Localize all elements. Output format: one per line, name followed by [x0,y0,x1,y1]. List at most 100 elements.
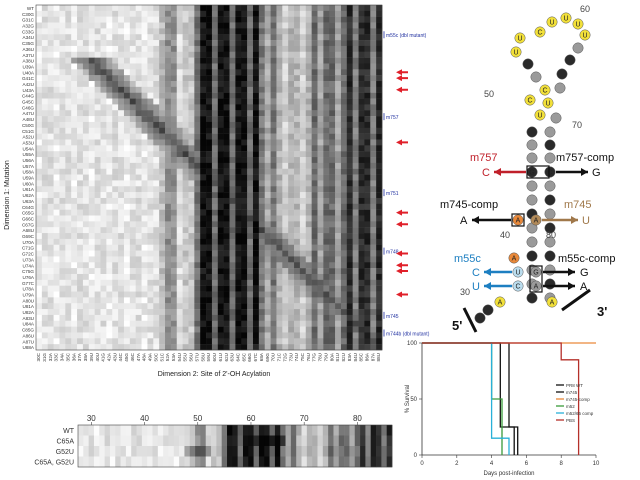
heatmap-cell [252,332,260,339]
heatmap-cell [182,5,189,12]
heatmap-cell [294,291,301,298]
stem-nucleotide [544,236,556,248]
heatmap-cell [258,192,266,199]
heatmap-cell [153,162,160,169]
heatmap-cell [370,309,377,316]
heatmap-cell [118,326,125,333]
heatmap-column-label: 31G [42,353,47,362]
heatmap-cell [282,273,289,281]
heatmap-cell [282,320,289,327]
heatmap-cell [82,320,90,327]
heatmap-cell [153,168,160,175]
heatmap-cell [59,338,66,345]
heatmap-cell [123,262,131,269]
heatmap-cell [223,162,230,169]
heatmap-cell [100,34,107,41]
survival-series-line [422,342,503,455]
heatmap-cell [147,303,154,310]
heatmap-cell [317,233,324,240]
heatmap-cell [47,186,54,193]
heatmap-cell [71,227,78,234]
heatmap-cell [82,51,90,58]
heatmap-cell [288,262,295,269]
heatmap-cell [241,133,248,140]
heatmap-cell [346,233,353,240]
heatmap-cell [358,314,365,321]
heatmap-cell [123,34,131,41]
heatmap-cell [106,326,113,333]
heatmap-cell [264,279,271,286]
heatmap-cell [206,168,213,175]
heatmap-cell [141,227,148,234]
heatmap-cell [247,145,254,152]
strip-cell [136,425,143,436]
heatmap-cell [82,309,90,316]
heatmap-cell [364,168,371,175]
heatmap-cell [147,203,154,210]
heatmap-cell [65,5,72,12]
heatmap-cell [71,174,78,181]
heatmap-cell [118,86,125,93]
heatmap-cell [247,303,254,310]
heatmap-cell [194,81,201,88]
heatmap-cell [100,69,107,76]
heatmap-cell [200,309,207,316]
heatmap-cell [211,291,219,298]
heatmap-cell [176,168,183,175]
heatmap-cell [59,5,66,12]
heatmap-cell [59,285,66,292]
strip-cell [253,456,260,468]
heatmap-cell [247,92,254,99]
heatmap-cell [346,291,353,298]
survival-legend-label: m745-comp [566,397,590,402]
heatmap-cell [294,221,301,228]
heatmap-cell [264,34,271,41]
heatmap-cell [129,22,136,29]
heatmap-cell [241,192,248,199]
heatmap-cell [311,297,318,304]
heatmap-cell [159,238,166,245]
heatmap-cell [247,297,254,304]
heatmap-cell [129,209,136,216]
heatmap-cell [241,98,248,105]
heatmap-cell [170,157,178,164]
heatmap-cell [282,69,289,76]
heatmap-cell [112,203,119,210]
strip-cell [253,446,260,457]
heatmap-cell [241,314,248,321]
heatmap-cell [59,86,66,93]
loop-nucleotide [514,32,526,44]
strip-cell [216,456,222,468]
heatmap-cell [106,209,113,216]
heatmap-row-label: U78A [23,287,35,292]
heatmap-cell [41,227,49,234]
heatmap-cell [65,10,72,17]
heatmap-cell [346,162,353,169]
heatmap-cell [217,291,224,298]
heatmap-cell [36,5,43,12]
heatmap-cell [112,127,119,134]
heatmap-cell [288,309,295,316]
heatmap-cell [206,303,213,310]
heatmap-cell [299,51,307,58]
heatmap-column-label: 58U [200,353,205,361]
heatmap-cell [364,121,371,128]
heatmap-cell [370,86,377,93]
nucleotide-letter: G [529,169,534,176]
heatmap-row-label: U57A [23,164,35,169]
heatmap-cell [153,75,160,82]
heatmap-cell [100,186,107,193]
heatmap-cell [100,127,107,134]
heatmap-cell [123,51,131,58]
heatmap-column-label: 51C [159,352,164,361]
heatmap-cell [141,168,148,175]
heatmap-cell [147,326,154,333]
heatmap-cell [159,133,166,140]
nucleotide-letter: A [534,217,539,224]
heatmap-cell [206,116,213,123]
heatmap-cell [153,192,160,199]
heatmap-cell [129,5,136,12]
heatmap-cell [311,238,318,245]
heatmap-cell [376,215,383,222]
heatmap-cell [41,221,49,228]
